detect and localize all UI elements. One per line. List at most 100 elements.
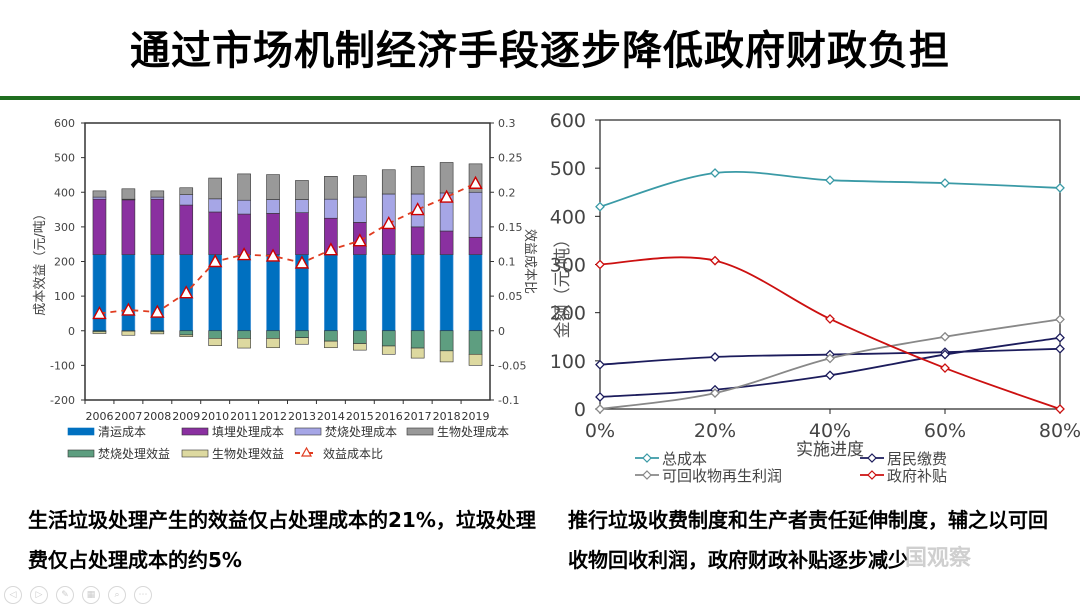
bar-bio_cost (324, 176, 338, 200)
marker-recycle (825, 353, 835, 364)
bar-bio_benefit (468, 353, 483, 366)
prev-icon[interactable]: ◁ (4, 586, 22, 604)
ratio-marker (323, 242, 339, 256)
ratio-marker (410, 202, 425, 216)
right-caption: 推行垃圾收费制度和生产者责任延伸制度，辅之以可回收物回收利润，政府财政补贴逐步减… (568, 508, 1048, 572)
bar-landfill (410, 226, 425, 255)
bar-incin_benefit (237, 330, 251, 339)
y-tick-label: 500 (550, 158, 586, 180)
next-icon[interactable]: ▷ (30, 586, 48, 604)
legend-swatch-bio_cost (406, 427, 434, 436)
slide-nav: ◁ ▷ ✎ ▦ ⌕ ⋯ (4, 586, 152, 604)
y-axis-label: 金额（元/吨） (553, 231, 573, 339)
bar-clean (381, 254, 396, 332)
y2-tick-label: 0.05 (498, 290, 523, 303)
bar-bio_benefit (324, 340, 338, 349)
y-tick-label: -200 (50, 394, 75, 407)
bar-landfill (208, 211, 222, 255)
bar-incin_cost (208, 198, 222, 213)
legend-marker-total (642, 453, 652, 463)
y2-tick-label: 0.2 (498, 186, 516, 199)
bar-incin_benefit (324, 330, 338, 342)
bar-landfill (468, 236, 483, 255)
bar-incin_benefit (381, 330, 396, 347)
bar-bio_cost (353, 175, 367, 198)
y2-tick-label: 0.15 (498, 221, 523, 234)
bar-bio_benefit (266, 338, 280, 349)
plot-frame (84, 122, 491, 401)
y-tick-label: 500 (54, 152, 75, 165)
line-recycle (599, 318, 1061, 410)
x-tick-label: 2014 (317, 410, 345, 423)
legend-swatch-clean (67, 427, 95, 436)
bar-bio_benefit (150, 331, 165, 335)
x-tick-label: 2018 (433, 410, 461, 423)
bar-bio_benefit (439, 350, 454, 363)
line-subsidy (599, 256, 1061, 410)
marker-total (940, 178, 950, 189)
cost-benefit-chart: 600 500 400 300 200 100 0 -100 -200 0.3 0.25 0.2 0.1… (33, 117, 537, 461)
bar-bio_cost (208, 177, 222, 200)
implementation-chart: 600 500 400 300 200 100 00% 20% 40% 60% 80% 实施进度 金额（… (550, 110, 1080, 485)
bar-incin_benefit (439, 330, 454, 352)
y-tick-label: 100 (550, 351, 586, 373)
x-tick-label: 2008 (143, 410, 171, 423)
bar-bio_benefit (121, 330, 136, 336)
legend-swatch-landfill (181, 427, 209, 436)
bar-incin_cost (324, 198, 338, 219)
bar-bio_benefit (179, 334, 194, 337)
legend-label-incin_cost: 焚烧处理成本 (325, 425, 397, 439)
x-tick-label: 2017 (404, 410, 432, 423)
marker-resident (710, 352, 720, 362)
y2-tick-label: 0 (498, 325, 505, 338)
marker-resident (595, 359, 605, 370)
ratio-marker (381, 215, 396, 230)
slides-icon[interactable]: ▦ (82, 586, 100, 604)
bar-incin_cost (179, 194, 194, 206)
y-tick-label: 400 (550, 206, 586, 228)
x-tick-label: 60% (924, 420, 966, 442)
bar-incin_benefit (353, 330, 367, 344)
y2-tick-label: 0.25 (498, 152, 523, 165)
bar-bio_benefit (237, 338, 251, 349)
x-tick-label: 0% (585, 420, 615, 442)
bar-clean (324, 254, 338, 332)
ratio-marker (468, 175, 483, 189)
legend-label-total: 总成本 (662, 450, 707, 468)
legend-marker-subsidy (867, 470, 877, 480)
marker-subsidy (710, 255, 720, 266)
marker-total (710, 168, 720, 178)
marker-resident (825, 370, 835, 381)
bar-clean (237, 254, 251, 332)
ratio-marker (294, 255, 310, 269)
legend-swatch-incin_benefit (67, 449, 95, 458)
y-tick-label: 0 (68, 325, 75, 338)
ratio-marker (92, 305, 107, 320)
y2-tick-label: 0.1 (498, 256, 516, 269)
more-icon[interactable]: ⋯ (134, 586, 152, 604)
bar-bio_benefit (410, 347, 425, 359)
marker-recycle (710, 388, 720, 399)
bar-bio_cost (179, 187, 194, 195)
bar-bio_cost (92, 190, 107, 198)
bar-bio_cost (381, 169, 396, 195)
y-tick-label: 600 (54, 117, 75, 130)
zoom-icon[interactable]: ⌕ (108, 586, 126, 604)
y-tick-label: -100 (50, 359, 75, 372)
bar-bio_benefit (208, 338, 222, 346)
bar-bio_cost (237, 173, 251, 201)
marker-total (595, 201, 605, 212)
bar-bio_cost (439, 162, 454, 194)
y2-tick-label: -0.05 (498, 359, 526, 372)
x-tick-label: 20% (694, 420, 736, 442)
legend-label-bio_cost: 生物处理成本 (437, 425, 509, 439)
bar-incin_benefit (468, 330, 483, 355)
y-tick-label: 0 (574, 399, 586, 421)
pen-icon[interactable]: ✎ (56, 586, 74, 604)
marker-resident (940, 349, 950, 360)
bar-incin_cost (353, 196, 367, 223)
ratio-marker (179, 285, 194, 299)
bar-bio_cost (121, 188, 136, 200)
bar-bio_benefit (295, 337, 309, 345)
y-tick-label: 400 (54, 186, 75, 199)
